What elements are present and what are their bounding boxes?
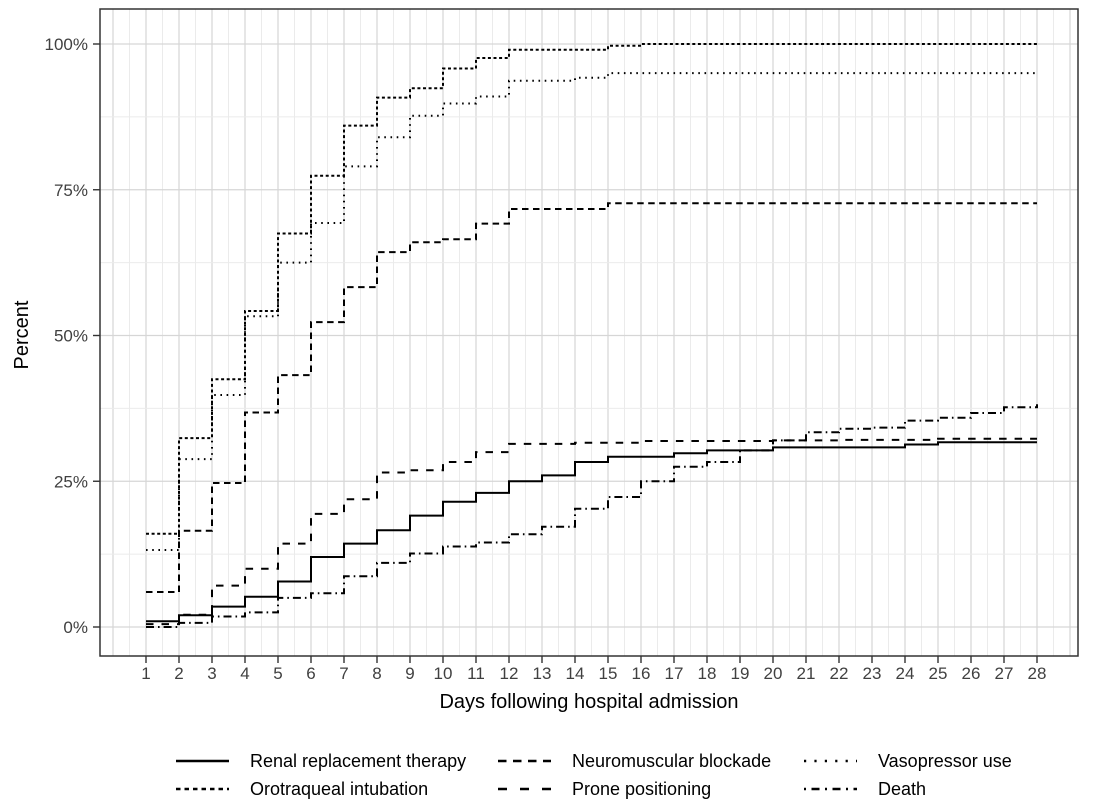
data-curves xyxy=(146,43,1038,628)
x-tick-label: 10 xyxy=(434,664,453,683)
legend-label-death: Death xyxy=(878,779,927,799)
dense-dotted-line-key-icon xyxy=(176,787,229,791)
curve-death xyxy=(146,404,1038,628)
x-tick-label: 28 xyxy=(1028,664,1047,683)
x-tick-label: 3 xyxy=(207,664,216,683)
legend-label-renal-replacement-therapy: Renal replacement therapy xyxy=(250,751,467,771)
dotted-line-key-icon xyxy=(804,759,857,763)
curve-intubation xyxy=(146,43,1037,535)
x-tick-label: 26 xyxy=(962,664,981,683)
grid-lines xyxy=(100,9,1078,656)
dashed-line-key-icon xyxy=(498,759,551,763)
y-tick-label: 25% xyxy=(54,472,88,491)
legend-item-neuromuscular-blockade: Neuromuscular blockade xyxy=(497,747,803,775)
curve-prone xyxy=(146,437,1037,626)
chart-canvas: 1 2 3 4 5 6 7 8 9 10 11 12 13 14 15 16 17 18 19 20 21 22 23 24 2… xyxy=(11,8,1079,713)
chart-legend: Renal replacement therapy Orotraqueal in… xyxy=(175,747,1012,803)
x-tick-label: 4 xyxy=(240,664,249,683)
x-tick-label: 12 xyxy=(500,664,519,683)
x-tick-label: 24 xyxy=(896,664,915,683)
legend-item-prone-positioning: Prone positioning xyxy=(497,775,803,803)
legend-item-death: Death xyxy=(803,775,1012,803)
panel-border xyxy=(99,8,1079,657)
y-tick-label: 75% xyxy=(54,181,88,200)
x-tick-label: 14 xyxy=(566,664,585,683)
x-tick-label: 17 xyxy=(665,664,684,683)
long-dashed-line-key-icon xyxy=(498,787,551,791)
x-tick-label: 7 xyxy=(339,664,348,683)
legend-item-vasopressor-use: Vasopressor use xyxy=(803,747,1012,775)
axis-ticks xyxy=(93,43,1038,663)
y-tick-label: 100% xyxy=(45,35,88,54)
curve-renal xyxy=(146,441,1037,623)
y-axis-title: Percent xyxy=(11,300,33,369)
curve-vasopressor xyxy=(146,72,1037,551)
x-tick-label: 13 xyxy=(533,664,552,683)
x-axis-title: Days following hospital admission xyxy=(439,691,738,713)
y-tick-label: 50% xyxy=(54,327,88,346)
x-tick-label: 21 xyxy=(797,664,816,683)
x-tick-label: 25 xyxy=(929,664,948,683)
x-tick-label: 27 xyxy=(995,664,1014,683)
x-tick-label: 16 xyxy=(632,664,651,683)
x-tick-label: 9 xyxy=(405,664,414,683)
x-tick-label: 11 xyxy=(467,664,485,683)
x-tick-label: 15 xyxy=(599,664,618,683)
x-tick-label: 18 xyxy=(698,664,717,683)
legend-item-orotraqueal-intubation: Orotraqueal intubation xyxy=(175,775,497,803)
x-tick-label: 22 xyxy=(830,664,849,683)
legend-label-neuromuscular-blockade: Neuromuscular blockade xyxy=(572,751,772,771)
x-tick-label: 23 xyxy=(863,664,882,683)
x-tick-label: 19 xyxy=(731,664,750,683)
x-tick-label: 8 xyxy=(372,664,381,683)
legend-label-orotraqueal-intubation: Orotraqueal intubation xyxy=(250,779,429,799)
legend-label-vasopressor-use: Vasopressor use xyxy=(878,751,1012,771)
x-tick-label: 5 xyxy=(273,664,282,683)
x-tick-label: 20 xyxy=(764,664,783,683)
y-tick-label: 0% xyxy=(63,618,88,637)
dash-dot-line-key-icon xyxy=(804,787,857,791)
solid-line-key-icon xyxy=(176,759,229,763)
x-tick-label: 6 xyxy=(306,664,315,683)
legend-item-renal-replacement-therapy: Renal replacement therapy xyxy=(175,747,497,775)
axis-tick-labels: 1 2 3 4 5 6 7 8 9 10 11 12 13 14 15 16 17 18 19 20 21 22 23 24 2… xyxy=(45,35,1047,683)
legend-label-prone-positioning: Prone positioning xyxy=(572,779,712,799)
x-tick-label: 1 xyxy=(141,664,150,683)
x-tick-label: 2 xyxy=(174,664,183,683)
